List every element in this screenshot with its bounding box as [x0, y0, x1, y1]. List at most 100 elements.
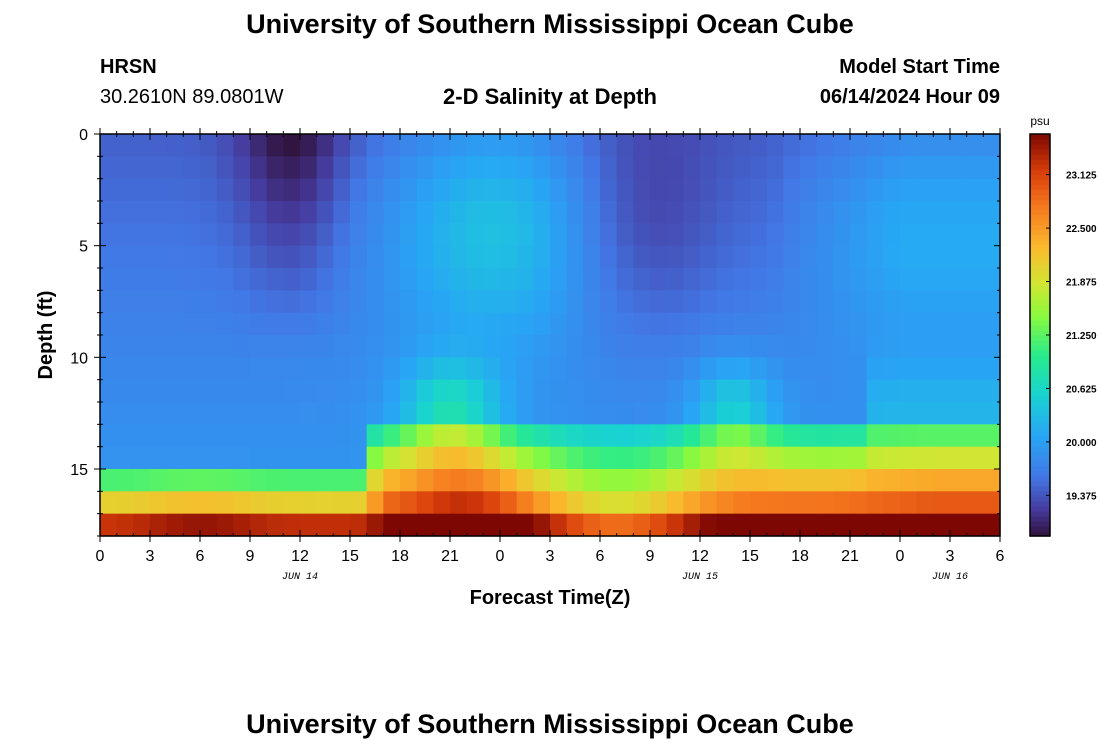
heatmap-cell: [900, 312, 918, 336]
heatmap-cell: [983, 201, 1001, 224]
heatmap-cell: [700, 335, 718, 358]
heatmap-cell: [733, 223, 751, 247]
heatmap-cell: [766, 379, 784, 403]
heatmap-cell: [600, 513, 618, 537]
heatmap-cell: [266, 513, 284, 537]
heatmap-cell: [283, 469, 301, 492]
heatmap-cell: [783, 335, 801, 358]
heatmap-cell: [283, 491, 301, 515]
heatmap-cell: [933, 513, 951, 537]
heatmap-cell: [916, 178, 934, 202]
heatmap-cell: [966, 424, 984, 448]
colorbar-segment: [1030, 395, 1050, 401]
heatmap-cell: [966, 201, 984, 224]
heatmap-cell: [133, 312, 151, 336]
heatmap-cell: [450, 424, 468, 448]
colorbar-segment: [1030, 314, 1050, 321]
heatmap-cell: [416, 312, 434, 336]
heatmap-cell: [916, 290, 934, 314]
heatmap-cell: [533, 178, 551, 202]
heatmap-cell: [733, 245, 751, 269]
heatmap-cell: [250, 469, 268, 492]
heatmap-cell: [533, 245, 551, 269]
colorbar-segment: [1030, 505, 1050, 512]
heatmap-cell: [716, 268, 734, 291]
heatmap-cell: [966, 245, 984, 269]
heatmap-cell: [183, 335, 201, 358]
heatmap-cell: [833, 134, 851, 157]
heatmap-cell: [150, 357, 168, 381]
heatmap-cell: [833, 357, 851, 381]
heatmap-cell: [500, 290, 518, 314]
heatmap-cell: [933, 312, 951, 336]
heatmap-cell: [800, 402, 818, 425]
colorbar-segment: [1030, 304, 1050, 311]
heatmap-cell: [816, 245, 834, 269]
y-axis-ticks: 0 5 10 15: [70, 127, 1000, 537]
heatmap-cell: [383, 469, 401, 492]
heatmap-cell: [783, 402, 801, 425]
heatmap-cell: [700, 312, 718, 336]
heatmap-cell: [983, 357, 1001, 381]
colorbar-segment: [1030, 525, 1050, 532]
heatmap-cell: [533, 312, 551, 336]
heatmap-cell: [616, 402, 634, 425]
heatmap-cell: [750, 156, 768, 180]
heatmap-cell: [700, 245, 718, 269]
heatmap-cell: [666, 402, 684, 425]
heatmap-cell: [400, 491, 418, 515]
heatmap-cell: [700, 513, 718, 537]
heatmap-cell: [366, 134, 384, 157]
heatmap-cell: [716, 357, 734, 381]
heatmap-cell: [500, 357, 518, 381]
heatmap-cell: [583, 245, 601, 269]
heatmap-cell: [433, 513, 451, 537]
heatmap-cell: [683, 513, 701, 537]
colorbar-segment: [1030, 169, 1050, 175]
heatmap-cell: [733, 268, 751, 291]
heatmap-cell: [766, 491, 784, 515]
heatmap-cell: [233, 357, 251, 381]
heatmap-cell: [866, 379, 884, 403]
heatmap-cell: [300, 513, 318, 537]
heatmap-cell: [100, 156, 118, 180]
heatmap-cell: [750, 424, 768, 448]
heatmap-cell: [216, 312, 234, 336]
heatmap-cell: [850, 290, 868, 314]
heatmap-cell: [150, 379, 168, 403]
colorbar-segment: [1030, 199, 1050, 205]
heatmap-cell: [233, 178, 251, 202]
heatmap-cell: [633, 379, 651, 403]
heatmap-cell: [950, 402, 968, 425]
colorbar-segment: [1030, 510, 1050, 517]
y-tick-label: 15: [70, 462, 88, 479]
heatmap-cell: [766, 290, 784, 314]
heatmap-cell: [233, 290, 251, 314]
heatmap-cell: [950, 357, 968, 381]
heatmap-cell: [316, 446, 334, 470]
heatmap-cell: [966, 290, 984, 314]
heatmap-cell: [283, 223, 301, 247]
colorbar-segment: [1030, 430, 1050, 437]
heatmap-cell: [500, 312, 518, 336]
heatmap-cell: [100, 201, 118, 224]
heatmap-cell: [716, 491, 734, 515]
heatmap-cell: [133, 469, 151, 492]
heatmap-cell: [500, 402, 518, 425]
heatmap-cell: [800, 290, 818, 314]
heatmap-cell: [366, 402, 384, 425]
heatmap-cell: [616, 245, 634, 269]
heatmap-cell: [283, 402, 301, 425]
heatmap-cell: [866, 201, 884, 224]
heatmap-cell: [283, 446, 301, 470]
heatmap-cell: [516, 290, 534, 314]
heatmap-cell: [683, 134, 701, 157]
heatmap-cell: [350, 357, 368, 381]
heatmap-cell: [333, 491, 351, 515]
heatmap-cell: [400, 290, 418, 314]
heatmap-cell: [266, 156, 284, 180]
colorbar-segment: [1030, 475, 1050, 482]
heatmap-cell: [283, 424, 301, 448]
heatmap-cell: [700, 156, 718, 180]
